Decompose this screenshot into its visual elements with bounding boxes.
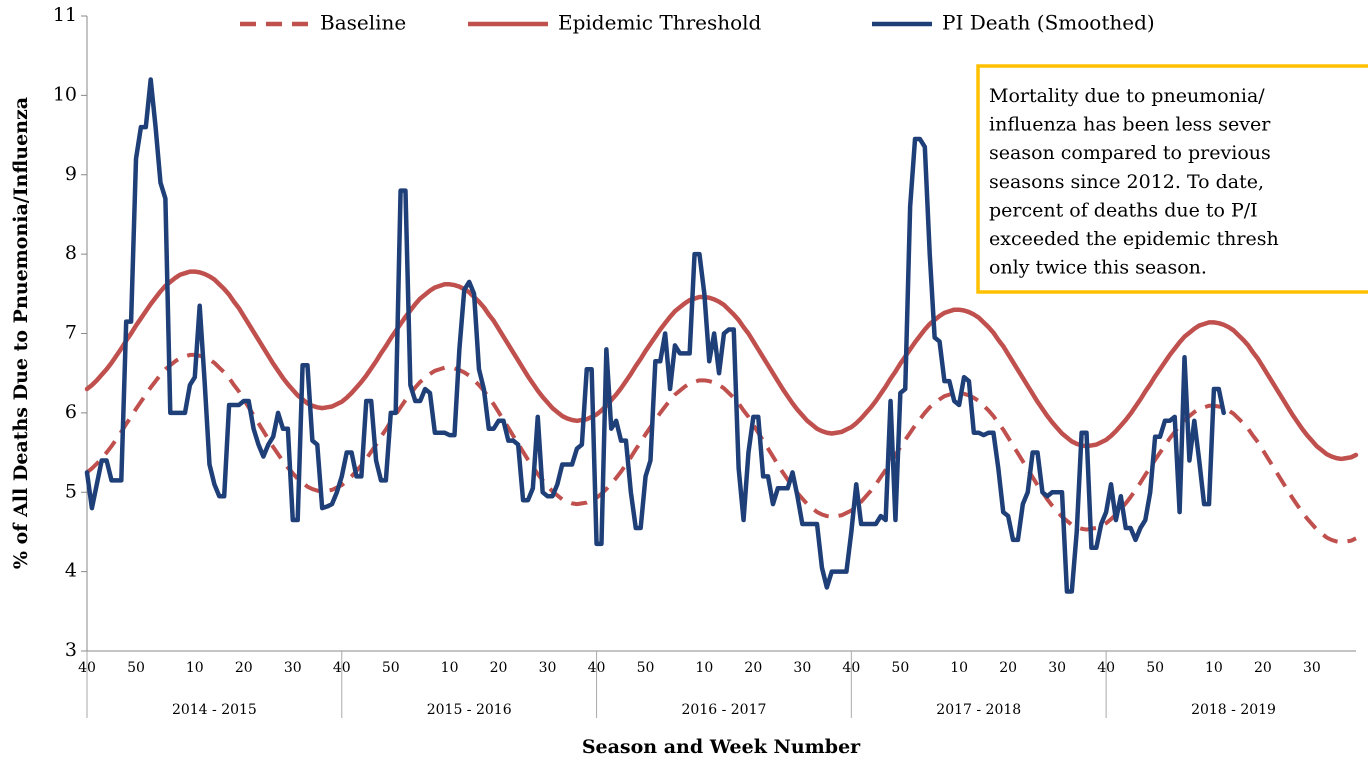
- y-tick-label: 11: [53, 4, 77, 26]
- annotation-line: Mortality due to pneumonia/: [989, 85, 1265, 107]
- group-label: 2018 - 2019: [1191, 702, 1276, 718]
- series-line: [84, 77, 1226, 594]
- series-line: [84, 269, 1359, 462]
- x-tick-label: 30: [1303, 660, 1321, 676]
- y-tick-label: 10: [53, 83, 77, 105]
- annotation-line: only twice this season.: [989, 257, 1207, 279]
- x-tick-label: 50: [382, 660, 400, 676]
- y-tick-label: 7: [65, 322, 77, 344]
- legend-item: Baseline: [240, 11, 406, 35]
- x-tick-label: 30: [793, 660, 811, 676]
- x-tick-label: 20: [744, 660, 762, 676]
- x-tick-label: 50: [127, 660, 145, 676]
- x-tick-label: 10: [950, 660, 968, 676]
- x-tick-label: 10: [695, 660, 713, 676]
- x-tick-label: 10: [441, 660, 459, 676]
- x-tick-label: 50: [637, 660, 655, 676]
- legend-label: Epidemic Threshold: [558, 11, 762, 35]
- annotation-line: seasons since 2012. To date,: [989, 171, 1264, 193]
- y-tick-label: 6: [65, 401, 77, 423]
- group-label: 2016 - 2017: [682, 702, 767, 718]
- y-tick-label: 9: [65, 163, 77, 185]
- y-tick-label: 8: [65, 242, 77, 264]
- annotation-line: exceeded the epidemic thresh: [989, 228, 1279, 250]
- legend-item: PI Death (Smoothed): [872, 11, 1155, 35]
- x-tick-label: 30: [539, 660, 557, 676]
- annotation-line: influenza has been less sever: [989, 114, 1271, 136]
- legend-item: Epidemic Threshold: [468, 11, 762, 35]
- x-tick-label: 20: [490, 660, 508, 676]
- y-tick-label: 3: [65, 639, 77, 661]
- group-label: 2014 - 2015: [172, 702, 257, 718]
- x-tick-label: 30: [1048, 660, 1066, 676]
- x-tick-label: 20: [1254, 660, 1272, 676]
- y-axis-title: % of All Deaths Due to Pnuemonia/Influen…: [10, 97, 32, 569]
- group-label: 2015 - 2016: [427, 702, 512, 718]
- x-tick-label: 20: [235, 660, 253, 676]
- x-tick-label: 20: [999, 660, 1017, 676]
- x-tick-label: 50: [1146, 660, 1164, 676]
- annotation-line: percent of deaths due to P/I: [989, 199, 1258, 221]
- x-axis-title: Season and Week Number: [582, 736, 861, 758]
- legend-label: Baseline: [320, 11, 406, 35]
- x-tick-label: 30: [284, 660, 302, 676]
- annotation-box: [976, 64, 1368, 294]
- x-tick-label: 10: [1205, 660, 1223, 676]
- legend-label: PI Death (Smoothed): [942, 11, 1155, 35]
- annotation-line: season compared to previous: [989, 142, 1271, 164]
- y-tick-label: 5: [65, 480, 77, 502]
- x-tick-label: 50: [891, 660, 909, 676]
- x-tick-label: 10: [186, 660, 204, 676]
- series-line: [85, 352, 1357, 545]
- group-label: 2017 - 2018: [936, 702, 1021, 718]
- y-tick-label: 4: [65, 560, 77, 582]
